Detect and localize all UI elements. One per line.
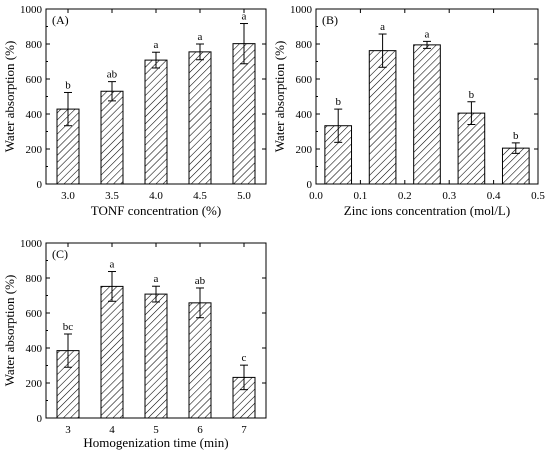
y-tick-label: 400	[296, 109, 313, 121]
bar	[232, 43, 256, 185]
y-tick-label: 400	[26, 109, 43, 121]
significance-letter: a	[154, 273, 159, 285]
bar	[144, 59, 168, 185]
bar	[188, 302, 212, 419]
chart-panel-2: 0 200 400 600 800 1000 0.0 0.1 0.2 0.3 0.4 0.5 b a a b b…	[272, 4, 545, 218]
chart-panel-1: 0 200 400 600 800 1000 3.0 3.5 4.0 4.5 5.0 b ab a a a (A…	[2, 4, 267, 218]
bar	[100, 90, 124, 185]
x-tick-label: 0.1	[354, 190, 368, 202]
significance-letter: ab	[107, 69, 118, 81]
x-tick-label: 4.0	[149, 190, 163, 202]
significance-letter: a	[242, 11, 247, 23]
y-tick-label: 800	[296, 39, 313, 51]
significance-letter: a	[110, 259, 115, 271]
y-tick-label: 1000	[290, 4, 313, 16]
x-tick-label: 0.3	[442, 190, 456, 202]
y-tick-label: 0	[37, 413, 43, 425]
y-tick-label: 1000	[20, 4, 43, 16]
x-tick-label: 0.4	[487, 190, 501, 202]
x-tick-label: 3.0	[61, 190, 75, 202]
y-tick-label: 1000	[20, 238, 43, 250]
y-tick-label: 800	[26, 273, 43, 285]
significance-letter: ab	[195, 275, 206, 287]
y-axis-label: Water absorption (%)	[2, 41, 17, 153]
significance-letter: b	[335, 96, 341, 108]
y-tick-label: 0	[307, 179, 313, 191]
x-tick-label: 3	[65, 424, 71, 436]
y-axis-label: Water absorption (%)	[2, 275, 17, 387]
significance-letter: bc	[63, 321, 74, 333]
chart-panel-3: 0 200 400 600 800 1000 3 4 5 6 7 bc a a ab c (C) Homogeni…	[2, 238, 267, 450]
y-tick-label: 400	[26, 343, 43, 355]
y-tick-label: 200	[26, 378, 43, 390]
y-tick-label: 600	[296, 74, 313, 86]
x-tick-label: 7	[241, 424, 247, 436]
significance-letter: a	[154, 39, 159, 51]
bar	[368, 50, 397, 185]
significance-letter: a	[198, 31, 203, 43]
x-axis-label: Homogenization time (min)	[83, 435, 228, 450]
y-tick-label: 800	[26, 39, 43, 51]
x-tick-label: 4.5	[193, 190, 207, 202]
x-tick-label: 0.2	[398, 190, 412, 202]
significance-letter: b	[469, 89, 475, 101]
x-axis-label: Zinc ions concentration (mol/L)	[344, 203, 510, 218]
significance-letter: b	[513, 130, 519, 142]
x-tick-label: 5.0	[237, 190, 251, 202]
y-tick-label: 0	[37, 179, 43, 191]
y-tick-label: 600	[26, 74, 43, 86]
bar	[501, 147, 530, 185]
y-axis-label: Water absorption (%)	[272, 41, 287, 153]
significance-letter: c	[242, 352, 247, 364]
bar	[413, 44, 441, 185]
y-tick-label: 200	[26, 144, 43, 156]
y-tick-label: 200	[296, 144, 313, 156]
x-tick-label: 4	[109, 424, 115, 436]
x-axis-label: TONF concentration (%)	[91, 203, 221, 218]
panel-label: (B)	[322, 13, 338, 27]
bar	[188, 51, 212, 185]
x-tick-label: 6	[197, 424, 203, 436]
y-tick-label: 600	[26, 308, 43, 320]
x-tick-label: 0.5	[531, 190, 545, 202]
x-tick-label: 0.0	[309, 190, 323, 202]
significance-letter: b	[65, 79, 71, 91]
panel-label: (C)	[52, 247, 68, 261]
bar	[100, 285, 124, 419]
panel-label: (A)	[52, 13, 69, 27]
significance-letter: a	[425, 28, 430, 40]
x-tick-label: 5	[153, 424, 159, 436]
bar	[144, 293, 168, 419]
x-tick-label: 3.5	[105, 190, 119, 202]
significance-letter: a	[380, 21, 385, 33]
